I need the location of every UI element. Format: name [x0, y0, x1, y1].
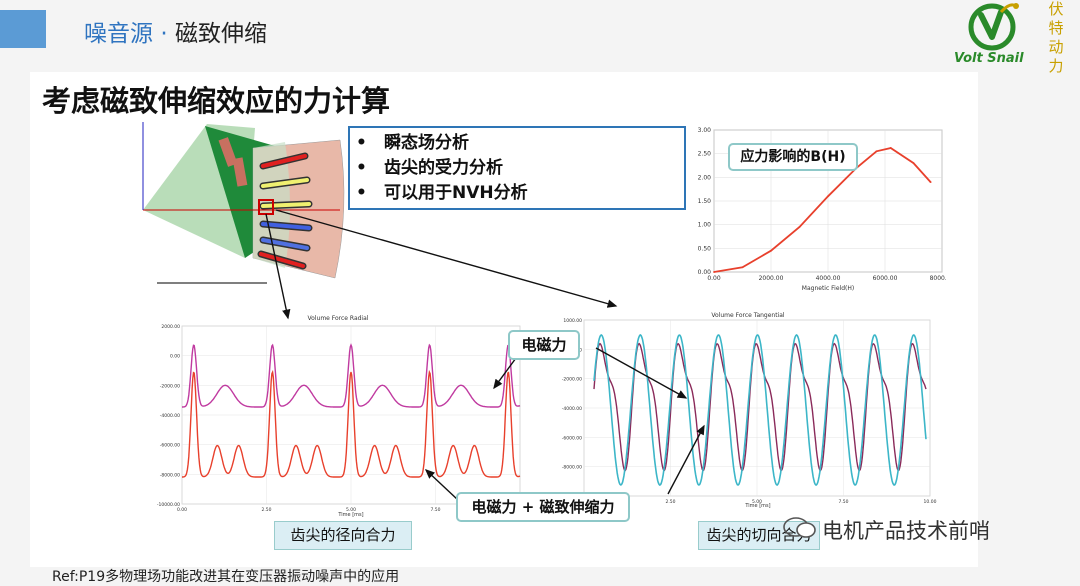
radial-em-force-line	[182, 343, 521, 408]
bullet-item: • 瞬态场分析	[356, 131, 684, 156]
radial-y-tick-label: -4000.00	[160, 413, 180, 419]
bh-x-tick-label: 6000.00	[873, 275, 898, 282]
bullet-marker: •	[356, 133, 367, 153]
radial-y-tick-label: -10000.00	[157, 502, 180, 508]
logo-char: 力	[1048, 57, 1064, 75]
bh-x-axis-label: Magnetic Field(H)	[802, 285, 854, 292]
bh-data-point	[929, 181, 932, 183]
bh-data-point	[741, 266, 744, 269]
bh-x-tick-label: 8000.00	[930, 275, 946, 282]
bullet-marker: •	[356, 183, 367, 203]
watermark-text: 电机产品技术前哨	[822, 519, 990, 543]
feature-bullet-box: • 瞬态场分析 • 齿尖的受力分析 • 可以用于NVH分析	[348, 126, 686, 210]
motor-geometry-diagram	[142, 122, 345, 284]
tang-y-tick-label: -4000.00	[562, 406, 582, 412]
radial-force-chart: Volume Force Radial 2000.00 0.00 -2000.00 -…	[148, 312, 528, 520]
bh-data-point	[889, 147, 892, 149]
bh-data-point	[798, 226, 801, 228]
bullet-marker: •	[356, 158, 367, 178]
em-force-callout: 电磁力	[508, 330, 580, 360]
tang-x-tick-label: 7.50	[838, 499, 848, 505]
logo-char: 特	[1048, 19, 1064, 37]
tang-y-tick-label: 1000.00	[563, 318, 582, 324]
bullet-item: • 可以用于NVH分析	[356, 181, 684, 206]
header-title-separator: ·	[160, 21, 168, 47]
bh-y-tick-label: 1.00	[698, 222, 712, 229]
logo-vertical-text: 伏 特 动 力	[1044, 0, 1068, 76]
em-ms-force-callout: 电磁力 + 磁致伸缩力	[456, 492, 630, 522]
bh-data-point	[875, 150, 878, 153]
radial-y-tick-label: -8000.00	[160, 472, 180, 478]
bh-y-tick-label: 3.00	[698, 127, 712, 134]
wechat-watermark: 电机产品技术前哨	[782, 515, 990, 545]
tangential-x-axis-label: Time [ms]	[744, 503, 770, 509]
radial-em-ms-force-line	[182, 369, 521, 478]
logo-char: 伏	[1048, 0, 1064, 18]
tang-y-tick-label: -8000.00	[562, 465, 582, 471]
radial-y-tick-label: 2000.00	[161, 324, 180, 330]
bh-y-tick-label: 2.00	[698, 174, 712, 181]
header-title-sub: 磁致伸缩	[174, 21, 267, 47]
bh-callout: 应力影响的B(H)	[728, 143, 858, 171]
bh-x-tick-label: 0.00	[707, 275, 721, 282]
radial-y-tick-label: -2000.00	[160, 383, 180, 389]
tang-x-tick-label: 5.00	[752, 499, 762, 505]
bh-series-line	[713, 147, 932, 273]
radial-chart-caption: 齿尖的径向合力	[274, 521, 412, 550]
tang-x-tick-label: 2.50	[665, 499, 675, 505]
bullet-text: 齿尖的受力分析	[384, 158, 503, 178]
bh-y-tick-label: 1.50	[698, 198, 712, 205]
tangential-em-ms-force-line	[593, 334, 927, 486]
radial-x-tick-label: 2.50	[261, 507, 271, 513]
radial-x-tick-label: 0.00	[177, 507, 187, 513]
header-accent-bar	[0, 10, 46, 48]
reference-note: Ref:P19多物理场功能改进其在变压器振动噪声中的应用	[52, 569, 400, 585]
tang-y-tick-label: -6000.00	[562, 435, 582, 441]
bh-y-tick-label: 2.50	[698, 151, 712, 158]
bh-data-point	[770, 249, 772, 252]
header-title-main: 噪音源	[84, 21, 153, 47]
page-header-title: 噪音源 · 磁致伸缩	[84, 14, 267, 48]
tang-y-tick-label: -2000.00	[562, 377, 582, 383]
tangential-force-chart: Volume Force Tangential 1000.000.00-2000…	[548, 310, 940, 510]
radial-chart-title: Volume Force Radial	[308, 315, 369, 322]
bh-y-tick-label: 0.00	[698, 269, 712, 276]
bh-y-tick-label: 0.50	[698, 245, 712, 252]
bh-data-point	[912, 162, 915, 165]
radial-x-axis-label: Time [ms]	[337, 512, 363, 518]
bullet-text: 可以用于NVH分析	[384, 183, 528, 203]
logo-brand-text: Volt Snail	[954, 51, 1024, 66]
bullet-text: 瞬态场分析	[384, 133, 469, 153]
bh-data-point	[827, 195, 829, 198]
tangential-chart-title: Volume Force Tangential	[711, 312, 785, 319]
bullet-item: • 齿尖的受力分析	[356, 156, 684, 181]
volt-snail-logo	[968, 3, 1019, 51]
bh-data-point	[713, 271, 715, 273]
wechat-icon	[782, 516, 822, 543]
radial-x-tick-label: 5.00	[346, 507, 356, 513]
radial-y-tick-label: 0.00	[170, 354, 180, 360]
tang-x-tick-label: 10.00	[924, 499, 937, 505]
radial-y-tick-label: -6000.00	[160, 443, 180, 449]
bh-x-tick-label: 2000.00	[759, 275, 784, 282]
logo-char: 动	[1048, 38, 1064, 56]
slide-main-title: 考虑磁致伸缩效应的力计算	[42, 84, 391, 118]
bh-x-tick-label: 4000.00	[816, 275, 841, 282]
radial-x-tick-label: 7.50	[430, 507, 440, 513]
